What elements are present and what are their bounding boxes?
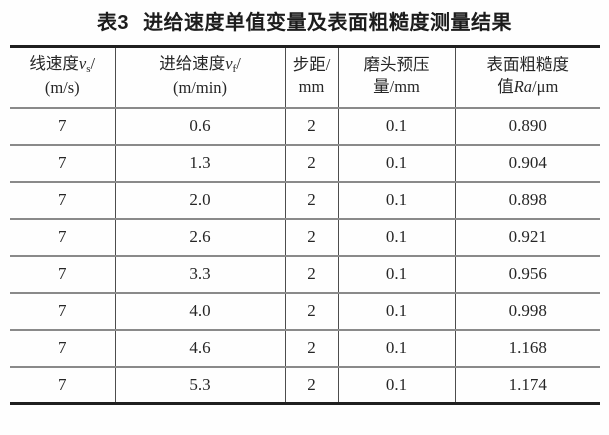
col-header-step-distance: 步距/ mm [284, 46, 338, 108]
table-cell: 0.1 [337, 180, 455, 219]
table-row: 7 2.0 2 0.1 0.898 [10, 180, 600, 219]
table-cell: 0.1 [337, 291, 455, 330]
table-cell: 0.1 [337, 254, 455, 293]
table-cell: 4.6 [114, 328, 285, 367]
table-cell: 0.998 [454, 291, 600, 330]
table-cell: 2 [284, 291, 338, 330]
unit-preload: 量/mm [373, 77, 420, 97]
symbol-ra: Ra [513, 77, 533, 97]
col-header-roughness: 表面粗糙度 值Ra/μm [454, 46, 600, 108]
table-row: 7 4.6 2 0.1 1.168 [10, 328, 600, 367]
table-cell: 0.1 [337, 365, 455, 404]
table-cell: 2 [284, 180, 338, 219]
paper-page: 表3 进给速度单值变量及表面粗糙度测量结果 线速度vs/ (m/s) 进给速度vf… [0, 0, 609, 405]
col-header-line-speed: 线速度vs/ (m/s) [29, 54, 96, 98]
table-body: 7 0.6 2 0.1 0.890 7 1.3 2 0.1 0.904 7 2.… [10, 106, 600, 404]
table-caption: 表3 进给速度单值变量及表面粗糙度测量结果 [0, 0, 609, 38]
table-row: 7 0.6 2 0.1 0.890 [10, 106, 600, 145]
table-cell: 0.6 [114, 106, 285, 145]
table-row: 7 5.3 2 0.1 1.174 [10, 365, 600, 404]
table-row: 7 3.3 2 0.1 0.956 [10, 254, 600, 293]
table-cell: 2.0 [114, 180, 285, 219]
table-cell: 0.921 [454, 217, 600, 256]
table-row: 7 1.3 2 0.1 0.904 [10, 143, 600, 182]
table-cell: 0.956 [454, 254, 600, 293]
table-cell: 0.1 [337, 217, 455, 256]
table-caption-label: 表3 [96, 12, 130, 34]
table-header-row: 线速度vs/ (m/s) 进给速度vf/ (m/min) 步距/ mm 磨头预压… [10, 46, 600, 108]
table-cell: 2 [284, 143, 338, 182]
table-cell: 7 [10, 291, 115, 330]
col-header-preload: 磨头预压 量/mm [337, 46, 455, 108]
table-cell: 1.3 [114, 143, 285, 182]
table-cell: 3.3 [114, 254, 285, 293]
table-cell: 7 [10, 180, 115, 219]
table-cell: 7 [10, 328, 115, 367]
table-cell: 7 [10, 106, 115, 145]
table-cell: 1.174 [454, 365, 600, 404]
table-cell: 0.1 [337, 328, 455, 367]
table-cell: 7 [10, 365, 115, 404]
table-cell: 4.0 [114, 291, 285, 330]
table-cell: 2 [284, 365, 338, 404]
table-caption-text: 进给速度单值变量及表面粗糙度测量结果 [143, 12, 513, 34]
table-cell: 0.898 [454, 180, 600, 219]
table-cell: 0.1 [337, 143, 455, 182]
table-cell: 0.1 [337, 106, 455, 145]
table-row: 7 4.0 2 0.1 0.998 [10, 291, 600, 330]
col-header-feed-speed: 进给速度vf/ (m/min) [114, 46, 285, 108]
table-row: 7 2.6 2 0.1 0.921 [10, 217, 600, 256]
table-cell: 7 [10, 254, 115, 293]
table-cell: 2 [284, 328, 338, 367]
table-cell: 2.6 [114, 217, 285, 256]
unit-roughness: /μm [532, 77, 559, 97]
unit-feed-speed: (m/min) [172, 78, 228, 98]
table-cell: 1.168 [454, 328, 600, 367]
unit-step-distance: mm [298, 77, 325, 97]
table-cell: 5.3 [114, 365, 285, 404]
measurement-table: 线速度vs/ (m/s) 进给速度vf/ (m/min) 步距/ mm 磨头预压… [10, 45, 600, 405]
table-cell: 0.890 [454, 106, 600, 145]
table-cell: 2 [284, 217, 338, 256]
table-cell: 7 [10, 143, 115, 182]
symbol-vs: vs [78, 54, 91, 76]
table-cell: 2 [284, 106, 338, 145]
table-cell: 0.904 [454, 143, 600, 182]
unit-line-speed: (m/s) [44, 78, 80, 98]
symbol-vf: vf [225, 54, 237, 76]
table-cell: 2 [284, 254, 338, 293]
table-cell: 7 [10, 217, 115, 256]
